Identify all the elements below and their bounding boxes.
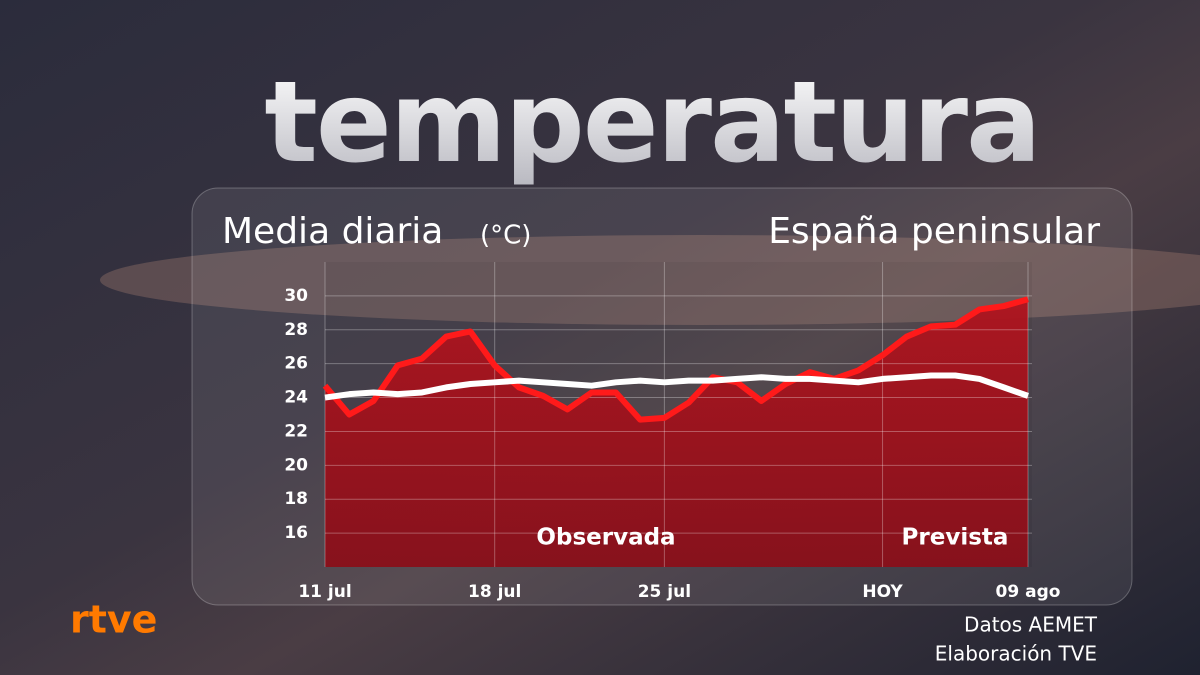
x-tick-label: 25 jul	[638, 582, 691, 602]
x-tick-label: 18 jul	[468, 582, 521, 602]
subtitle: Media diaria	[222, 211, 443, 252]
y-tick-label: 28	[284, 320, 308, 340]
y-tick-label: 16	[284, 523, 308, 543]
y-tick-label: 26	[284, 354, 308, 374]
unit: (°C)	[480, 221, 531, 251]
y-tick-label: 24	[284, 388, 308, 408]
line	[322, 296, 1029, 423]
y-tick-label: 18	[284, 489, 308, 509]
area	[325, 299, 1028, 567]
plot: 16 18 20 22 24 26 28 30 11 jul 18 jul 25 jul HOY 09 …	[284, 262, 1060, 602]
annotation: Prevista	[902, 525, 1009, 551]
logo: rtve	[70, 598, 157, 642]
x-tick-label: HOY	[862, 582, 903, 602]
annotation: Observada	[536, 525, 675, 551]
line	[324, 372, 1029, 401]
x-tick-label: 09 ago	[996, 582, 1061, 602]
x-tick-label: 11 jul	[298, 582, 351, 602]
title: temperatura	[264, 58, 1039, 188]
background-glow	[100, 235, 1200, 325]
source: Elaboración TVE	[935, 642, 1097, 666]
source: Datos AEMET	[964, 613, 1098, 637]
y-tick-label: 22	[284, 421, 308, 441]
region: España peninsular	[768, 211, 1100, 252]
y-tick-label: 30	[284, 286, 308, 306]
y-tick-label: 20	[284, 455, 308, 475]
